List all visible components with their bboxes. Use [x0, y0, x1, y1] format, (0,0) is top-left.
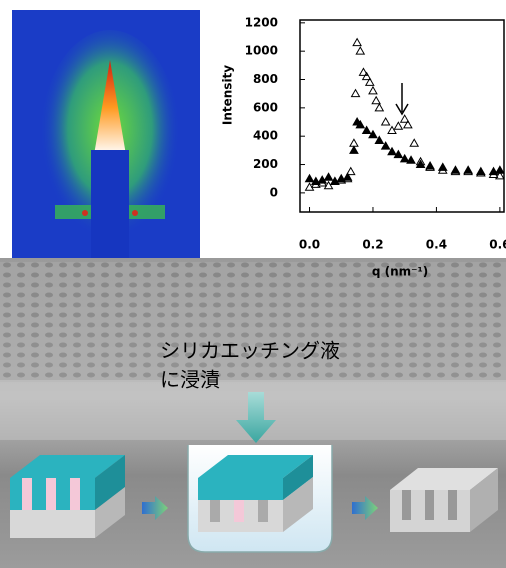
- y-axis-label: Intensity: [221, 65, 235, 125]
- point: [306, 175, 314, 182]
- plot-frame: [300, 20, 504, 212]
- glass-container: [188, 445, 332, 552]
- point: [417, 161, 425, 168]
- y-tick-label: 1200: [245, 15, 278, 29]
- point: [350, 146, 358, 153]
- point: [426, 162, 434, 169]
- point: [496, 166, 504, 173]
- point: [394, 122, 402, 129]
- point: [439, 163, 447, 170]
- point: [410, 139, 418, 146]
- y-tick-label: 600: [253, 100, 278, 114]
- point: [375, 104, 383, 111]
- point: [325, 173, 333, 180]
- y-tick-label: 800: [253, 72, 278, 86]
- point: [359, 68, 367, 75]
- point: [350, 139, 358, 146]
- label: に浸漬: [160, 368, 220, 392]
- saxs-image: [12, 10, 200, 258]
- block-after: [390, 468, 498, 532]
- point: [407, 156, 415, 163]
- y-tick-label: 0: [270, 185, 278, 199]
- x-tick-label: 0.0: [299, 238, 320, 252]
- block-before: [10, 455, 125, 538]
- point: [356, 47, 364, 54]
- label: シリカエッチング液: [160, 339, 340, 363]
- point: [372, 97, 380, 104]
- point: [382, 118, 390, 125]
- point: [451, 166, 459, 173]
- peak-arrow: [396, 83, 408, 114]
- x-tick-label: 0.6: [489, 238, 506, 252]
- point: [352, 90, 360, 97]
- x-tick-label: 0.2: [362, 238, 383, 252]
- point: [464, 166, 472, 173]
- point: [369, 87, 377, 94]
- y-tick-label: 1000: [245, 44, 278, 58]
- point: [477, 168, 485, 175]
- x-axis-label: q (nm⁻¹): [372, 265, 428, 279]
- y-tick-label: 200: [253, 157, 278, 171]
- point: [353, 39, 361, 46]
- y-tick-label: 400: [253, 129, 278, 143]
- x-tick-label: 0.4: [426, 238, 447, 252]
- figure: シリカエッチング液 に浸漬 Intensity q (nm⁻¹) 0 200 400…: [0, 0, 506, 568]
- page: {"chart_data": {"type": "scatter", "ylab…: [0, 0, 506, 568]
